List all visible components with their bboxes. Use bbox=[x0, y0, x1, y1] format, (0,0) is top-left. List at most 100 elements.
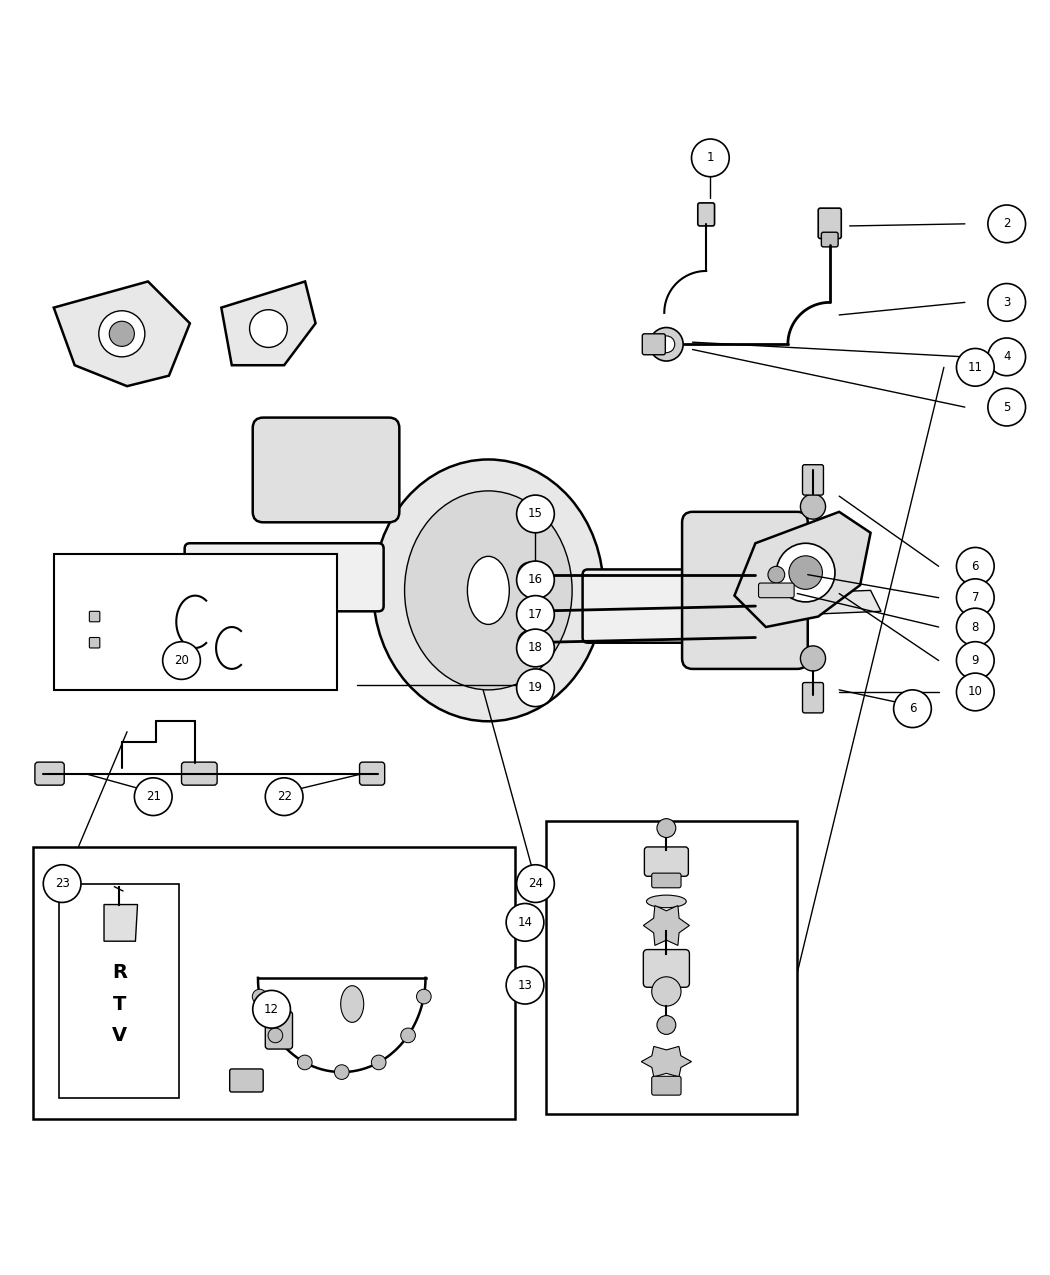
Circle shape bbox=[957, 547, 994, 585]
Circle shape bbox=[252, 989, 267, 1003]
Ellipse shape bbox=[373, 459, 604, 722]
FancyBboxPatch shape bbox=[182, 762, 217, 785]
Text: 17: 17 bbox=[528, 608, 543, 621]
Text: 1: 1 bbox=[707, 152, 714, 164]
Circle shape bbox=[957, 641, 994, 680]
Text: 6: 6 bbox=[908, 703, 917, 715]
Ellipse shape bbox=[467, 556, 509, 625]
Circle shape bbox=[776, 543, 835, 602]
Text: T: T bbox=[113, 994, 126, 1014]
FancyBboxPatch shape bbox=[359, 762, 384, 785]
Circle shape bbox=[800, 493, 825, 519]
Text: 15: 15 bbox=[528, 507, 543, 520]
FancyBboxPatch shape bbox=[89, 638, 100, 648]
Circle shape bbox=[988, 389, 1026, 426]
Circle shape bbox=[266, 778, 303, 816]
Circle shape bbox=[99, 311, 145, 357]
Text: R: R bbox=[112, 963, 127, 982]
Ellipse shape bbox=[404, 491, 572, 690]
Ellipse shape bbox=[340, 986, 363, 1023]
Text: 14: 14 bbox=[518, 915, 532, 929]
FancyBboxPatch shape bbox=[758, 583, 794, 598]
Text: V: V bbox=[112, 1026, 127, 1045]
FancyBboxPatch shape bbox=[643, 334, 666, 354]
Text: 11: 11 bbox=[968, 361, 983, 374]
FancyBboxPatch shape bbox=[682, 511, 807, 669]
Circle shape bbox=[506, 904, 544, 941]
Circle shape bbox=[518, 562, 543, 588]
Circle shape bbox=[518, 630, 543, 655]
Circle shape bbox=[517, 629, 554, 667]
Circle shape bbox=[134, 778, 172, 816]
FancyBboxPatch shape bbox=[253, 418, 399, 523]
Circle shape bbox=[652, 977, 681, 1006]
Circle shape bbox=[692, 139, 729, 177]
Circle shape bbox=[517, 561, 554, 599]
Circle shape bbox=[957, 348, 994, 386]
Circle shape bbox=[517, 495, 554, 533]
Text: 18: 18 bbox=[528, 641, 543, 654]
Polygon shape bbox=[222, 282, 316, 365]
FancyBboxPatch shape bbox=[645, 847, 689, 876]
Text: 2: 2 bbox=[1003, 217, 1010, 231]
Text: 19: 19 bbox=[528, 681, 543, 695]
Text: 8: 8 bbox=[971, 621, 979, 634]
Text: 7: 7 bbox=[971, 592, 979, 604]
Text: 20: 20 bbox=[174, 654, 189, 667]
Text: 16: 16 bbox=[528, 574, 543, 586]
Circle shape bbox=[250, 310, 288, 347]
Circle shape bbox=[297, 1056, 312, 1070]
Circle shape bbox=[417, 989, 432, 1003]
Circle shape bbox=[372, 1056, 386, 1070]
FancyBboxPatch shape bbox=[54, 553, 336, 690]
FancyBboxPatch shape bbox=[59, 884, 180, 1098]
FancyBboxPatch shape bbox=[35, 762, 64, 785]
Circle shape bbox=[334, 1065, 349, 1080]
Polygon shape bbox=[54, 282, 190, 386]
Text: 6: 6 bbox=[971, 560, 979, 572]
Circle shape bbox=[650, 328, 684, 361]
Circle shape bbox=[957, 673, 994, 710]
Circle shape bbox=[957, 608, 994, 646]
Text: 22: 22 bbox=[276, 790, 292, 803]
Circle shape bbox=[268, 1028, 282, 1043]
Circle shape bbox=[43, 864, 81, 903]
FancyBboxPatch shape bbox=[652, 1076, 681, 1095]
Circle shape bbox=[988, 205, 1026, 242]
Circle shape bbox=[800, 646, 825, 671]
Polygon shape bbox=[104, 904, 138, 941]
Circle shape bbox=[517, 669, 554, 706]
Circle shape bbox=[401, 1028, 416, 1043]
Text: 3: 3 bbox=[1003, 296, 1010, 309]
Circle shape bbox=[517, 864, 554, 903]
FancyBboxPatch shape bbox=[802, 464, 823, 495]
Circle shape bbox=[789, 556, 822, 589]
Circle shape bbox=[518, 599, 543, 623]
FancyBboxPatch shape bbox=[644, 950, 690, 987]
Circle shape bbox=[506, 966, 544, 1003]
FancyBboxPatch shape bbox=[89, 611, 100, 622]
Circle shape bbox=[109, 321, 134, 347]
FancyBboxPatch shape bbox=[230, 1068, 264, 1091]
Text: 23: 23 bbox=[55, 877, 69, 890]
Circle shape bbox=[517, 595, 554, 634]
FancyBboxPatch shape bbox=[185, 543, 383, 611]
Text: 5: 5 bbox=[1003, 400, 1010, 413]
FancyBboxPatch shape bbox=[652, 873, 681, 887]
Circle shape bbox=[894, 690, 931, 728]
Text: 12: 12 bbox=[264, 1002, 279, 1016]
Circle shape bbox=[768, 566, 784, 583]
Circle shape bbox=[957, 579, 994, 617]
Circle shape bbox=[657, 1016, 676, 1034]
Circle shape bbox=[658, 335, 675, 353]
Text: 24: 24 bbox=[528, 877, 543, 890]
Text: 9: 9 bbox=[971, 654, 979, 667]
Text: 4: 4 bbox=[1003, 351, 1010, 363]
Polygon shape bbox=[642, 1047, 692, 1077]
FancyBboxPatch shape bbox=[266, 1011, 293, 1049]
Polygon shape bbox=[644, 905, 690, 946]
Text: 21: 21 bbox=[146, 790, 161, 803]
Circle shape bbox=[988, 338, 1026, 376]
Text: 10: 10 bbox=[968, 686, 983, 699]
FancyBboxPatch shape bbox=[802, 682, 823, 713]
